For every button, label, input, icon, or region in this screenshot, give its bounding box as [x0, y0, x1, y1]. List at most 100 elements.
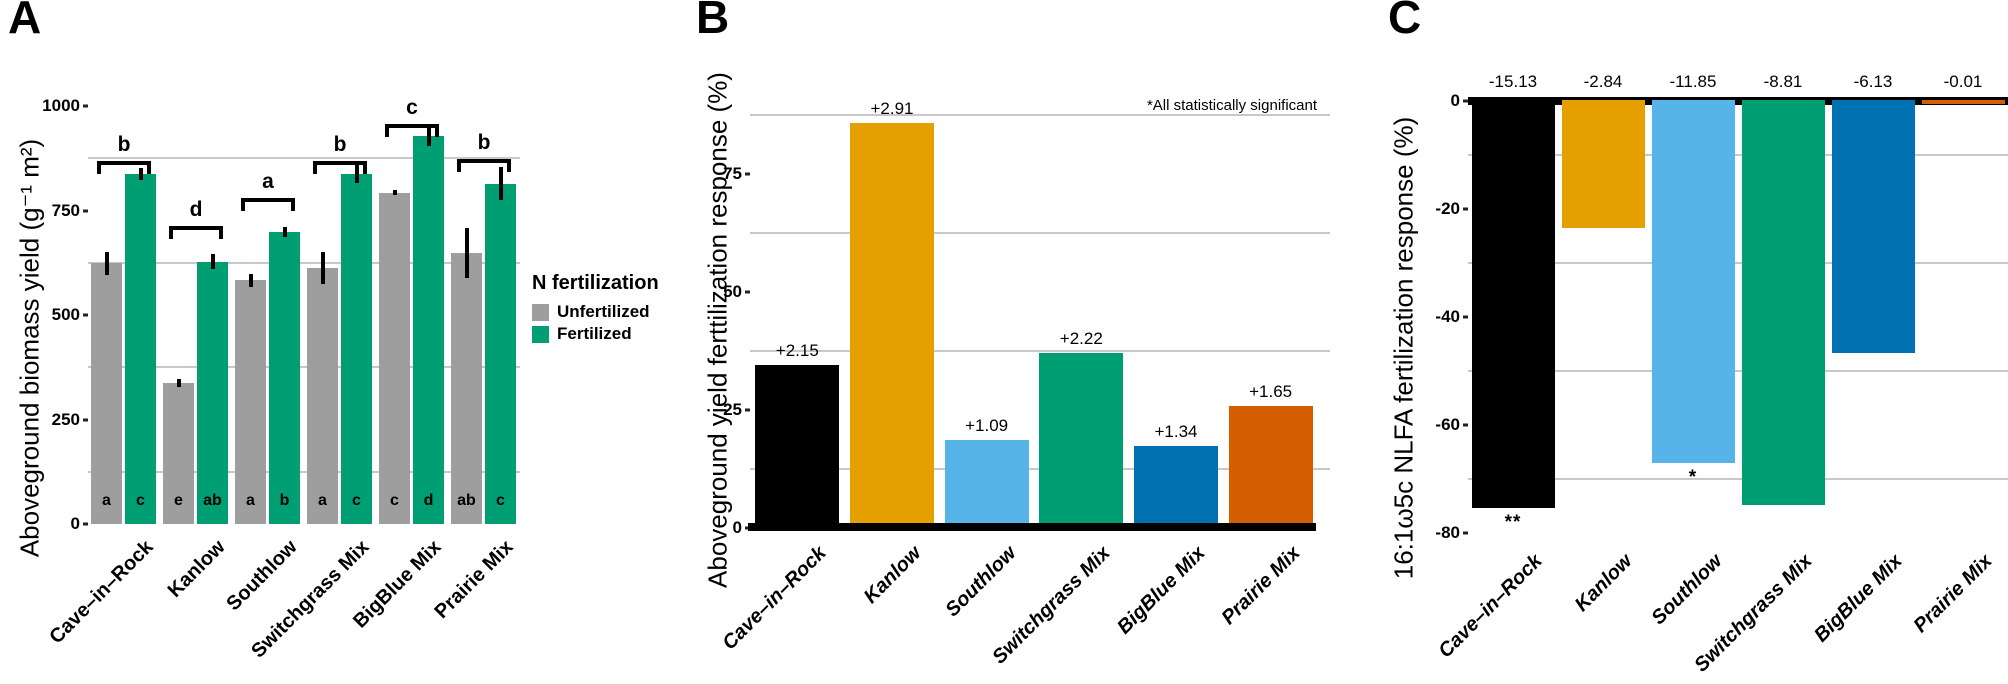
x-axis-label: BigBlue Mix — [1810, 550, 1907, 647]
bar-significance-letter: c — [390, 492, 399, 509]
x-axis-label: Southlow — [940, 542, 1021, 622]
legend-item-fertilized: Fertilized — [532, 324, 659, 344]
x-axis-zero-line — [1468, 97, 2008, 105]
bar-unfertilized — [451, 253, 482, 524]
x-axis-label: Kanlow — [163, 536, 230, 602]
bar-fertilized — [485, 183, 516, 524]
bar-response — [1228, 406, 1313, 527]
bracket-tick — [363, 160, 367, 174]
minor-gridline — [88, 470, 520, 473]
bar-significance-letter: a — [102, 492, 111, 509]
bar-value-label: +1.34 — [1154, 421, 1198, 441]
y-tick-label: 1000 — [42, 96, 80, 115]
bracket-line — [313, 160, 367, 165]
bar-fertilized — [341, 173, 372, 524]
x-axis-label: Kanlow — [859, 542, 926, 608]
error-bar — [320, 252, 325, 285]
bar-value-label: +2.22 — [1059, 328, 1103, 348]
bar-response — [1471, 100, 1555, 508]
significance-asterisks: * — [1688, 466, 1698, 488]
x-axis-label: Cave–in–Rock — [45, 536, 158, 649]
panel-a-letter: A — [8, 0, 42, 43]
bar-response — [755, 365, 840, 527]
minor-gridline — [1468, 154, 2008, 156]
bracket-tick — [219, 225, 223, 239]
bar-significance-letter: c — [496, 492, 505, 509]
y-tick-mark — [83, 209, 88, 212]
bar-value-label: -0.01 — [1943, 72, 1983, 91]
bar-value-label: -2.84 — [1583, 72, 1623, 91]
panel-c-y-axis-title: 16:1ω5c NLFA fertilization response (%) — [1388, 116, 1419, 580]
panel-c-letter: C — [1388, 0, 1422, 43]
y-tick-label: 0 — [1450, 91, 1460, 110]
bar-unfertilized — [307, 268, 338, 524]
minor-gridline — [750, 114, 1330, 116]
bar-unfertilized — [235, 280, 266, 524]
y-tick-label: 0 — [732, 518, 742, 537]
minor-gridline — [1468, 370, 2008, 372]
y-tick-label: 750 — [51, 200, 80, 220]
minor-gridline — [88, 157, 520, 160]
y-tick-label: 75 — [723, 164, 742, 183]
significance-note: *All statistically significant — [1146, 97, 1317, 114]
bar-value-label: -11.85 — [1669, 72, 1717, 91]
bracket-significance-letter: b — [117, 132, 131, 156]
bar-significance-letter: c — [352, 492, 361, 509]
bracket-tick — [291, 198, 295, 212]
y-tick-mark — [83, 104, 88, 108]
x-axis-label: Prairie Mix — [1217, 542, 1305, 630]
error-bar — [426, 125, 431, 147]
bar-value-label: +2.91 — [870, 99, 914, 119]
bar-unfertilized — [379, 192, 410, 524]
legend-title: N fertilization — [532, 272, 659, 294]
bracket-tick — [97, 160, 101, 174]
bracket-tick — [147, 160, 151, 174]
x-axis-zero-line — [748, 523, 1316, 531]
y-tick-label: -40 — [1435, 307, 1460, 326]
y-tick-label: 25 — [723, 400, 742, 419]
error-bar — [392, 190, 397, 195]
x-axis-label: Southlow — [1647, 550, 1727, 630]
bracket-significance-letter: c — [406, 96, 418, 119]
bar-response — [1831, 100, 1915, 354]
bar-response — [1039, 352, 1124, 527]
bracket-significance-letter: d — [189, 197, 203, 221]
y-tick-label: 250 — [51, 409, 80, 429]
error-bar — [354, 164, 359, 183]
x-axis-label: BigBlue Mix — [1113, 542, 1210, 639]
y-tick-mark — [1463, 99, 1468, 103]
bar-unfertilized — [91, 263, 122, 524]
bracket-tick — [385, 124, 389, 137]
panel-b-letter: B — [696, 0, 730, 43]
bar-response — [1741, 100, 1825, 505]
bar-value-label: -6.13 — [1853, 72, 1893, 91]
significance-asterisks: ** — [1504, 511, 1522, 533]
bar-significance-letter: c — [136, 492, 145, 509]
minor-gridline — [750, 350, 1330, 352]
y-tick-mark — [83, 522, 88, 526]
bar-response — [1134, 445, 1218, 527]
bar-significance-letter: b — [279, 492, 290, 509]
panel-b-y-axis-title: Aboveground yield ferttilization respons… — [702, 72, 733, 588]
minor-gridline — [1468, 478, 2008, 480]
bar-value-label: -15.13 — [1488, 72, 1538, 91]
y-tick-mark — [83, 313, 88, 317]
bracket-tick — [241, 198, 245, 212]
bar-fertilized — [269, 232, 300, 524]
bar-response — [1651, 100, 1735, 463]
bar-value-label: +1.09 — [965, 415, 1009, 435]
y-tick-label: -80 — [1435, 523, 1460, 542]
y-tick-label: 0 — [70, 514, 80, 533]
error-bar — [248, 273, 253, 287]
y-tick-mark — [1463, 207, 1468, 211]
bar-response — [1561, 100, 1645, 228]
bar-fertilized — [125, 173, 156, 524]
legend-label-unfertilized: Unfertilized — [557, 302, 650, 321]
y-tick-label: -60 — [1435, 415, 1460, 434]
bar-fertilized — [197, 261, 228, 524]
bar-significance-letter: ab — [203, 492, 222, 509]
unfertilized-swatch — [532, 303, 549, 321]
bar-value-label: +2.15 — [775, 341, 819, 361]
error-bar — [498, 167, 503, 200]
